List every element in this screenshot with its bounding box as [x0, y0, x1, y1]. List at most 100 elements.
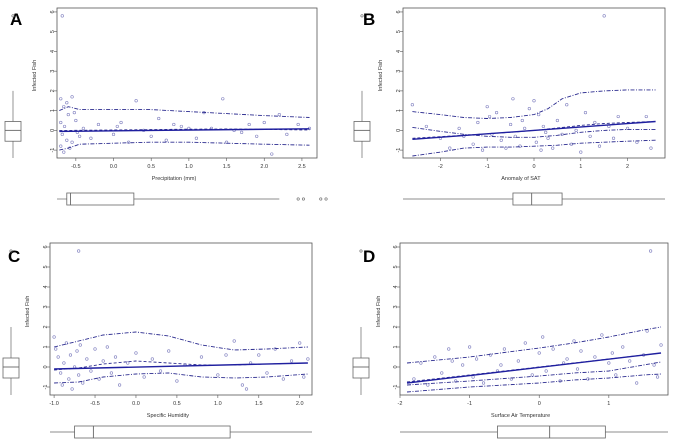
data-point — [655, 375, 660, 379]
data-point — [644, 114, 648, 119]
y-tick-label: 0 — [396, 129, 402, 132]
x-tick-label: 1.0 — [214, 401, 222, 407]
data-point — [117, 383, 122, 387]
data-point — [410, 103, 414, 107]
data-point — [611, 136, 616, 140]
data-point — [481, 381, 486, 385]
data-point — [89, 136, 93, 140]
data-point — [544, 130, 548, 134]
data-point — [487, 114, 492, 119]
x-box-outlier — [301, 197, 305, 201]
y-tick-label: 0 — [50, 129, 56, 132]
data-point — [113, 355, 118, 359]
data-point — [281, 377, 285, 381]
fit-line — [54, 362, 308, 370]
data-point — [172, 122, 176, 127]
fit-line — [406, 352, 662, 384]
chart-panel-c: C -1 0 1 2 3 4 5 6 -1.0 -0.5 0.0 0.5 1.0 1.5 2.0 Specifi… — [2, 242, 313, 439]
x-tick-label: -2 — [438, 164, 443, 170]
data-point — [216, 373, 220, 377]
data-point — [471, 375, 475, 379]
y-tick-label: 1 — [50, 109, 56, 112]
data-point — [652, 363, 656, 367]
data-point — [59, 371, 63, 375]
data-point — [67, 377, 71, 381]
plot-frame — [56, 7, 318, 159]
data-point — [175, 379, 179, 383]
y-tick-label: 4 — [43, 285, 49, 288]
x-tick-label: 1 — [579, 164, 582, 170]
data-point — [60, 132, 64, 136]
x-box — [74, 425, 231, 439]
x-tick-label: 0 — [538, 401, 541, 407]
data-point — [62, 361, 66, 365]
data-point — [574, 128, 578, 132]
y-tick-label: 6 — [50, 10, 56, 13]
data-point — [572, 339, 576, 343]
data-point — [77, 249, 81, 253]
data-point — [648, 249, 653, 253]
data-point — [614, 373, 618, 377]
data-point — [511, 97, 515, 101]
data-point — [273, 347, 277, 351]
data-point — [499, 138, 503, 142]
x-box — [66, 192, 135, 206]
data-point — [537, 351, 541, 355]
data-point — [93, 347, 97, 351]
data-point — [70, 95, 74, 99]
data-point — [199, 355, 204, 359]
data-point — [471, 142, 475, 146]
chart-panel-d: D -1 0 1 2 3 4 5 6 -2 -1 0 1 Surface Air Temperature I… — [352, 242, 669, 439]
x-tick-label: 1.5 — [255, 401, 263, 407]
y-tick-label: -1 — [393, 385, 399, 390]
y-box-outlier — [9, 249, 13, 253]
data-point — [476, 120, 480, 125]
plot-frame — [399, 242, 669, 396]
data-point — [81, 381, 85, 385]
data-point — [194, 136, 199, 140]
y-tick-label: 3 — [50, 70, 56, 73]
data-point — [447, 347, 451, 351]
data-point — [66, 112, 70, 117]
data-point — [518, 144, 522, 148]
data-point — [468, 345, 472, 349]
data-point — [593, 120, 597, 125]
band-upper-line — [53, 331, 308, 351]
band-lower-line — [406, 361, 662, 386]
data-point — [530, 373, 534, 377]
data-point — [426, 383, 430, 387]
data-point — [115, 124, 119, 129]
x-tick-label: 2.0 — [296, 401, 304, 407]
x-tick-label: -0.5 — [90, 401, 99, 407]
data-point — [277, 112, 281, 117]
data-point — [85, 357, 89, 361]
y-tick-label: 1 — [393, 345, 399, 348]
data-point — [575, 367, 580, 371]
y-tick-label: 3 — [396, 70, 402, 73]
data-point — [602, 14, 606, 18]
y-tick-label: 3 — [393, 305, 399, 308]
data-point — [134, 99, 138, 103]
data-point — [502, 347, 507, 351]
data-point — [424, 124, 428, 129]
data-point — [597, 144, 602, 148]
x-axis-label: Surface Air Temperature — [491, 413, 550, 419]
data-point — [89, 369, 93, 373]
data-point — [565, 103, 569, 107]
data-point — [75, 349, 79, 353]
data-point — [448, 146, 452, 150]
x-tick-label: -2 — [398, 401, 403, 407]
band-upper-line — [406, 326, 662, 364]
data-point — [628, 359, 632, 363]
data-point — [298, 341, 302, 345]
smooth-line — [59, 128, 310, 131]
data-point — [111, 132, 116, 136]
data-point — [560, 132, 564, 136]
x-tick-label: 0.5 — [147, 164, 155, 170]
data-point — [532, 99, 536, 103]
data-point — [224, 353, 228, 357]
x-box — [497, 425, 606, 439]
y-tick-label: 6 — [396, 10, 402, 13]
data-point — [167, 349, 171, 353]
data-point — [440, 371, 444, 375]
